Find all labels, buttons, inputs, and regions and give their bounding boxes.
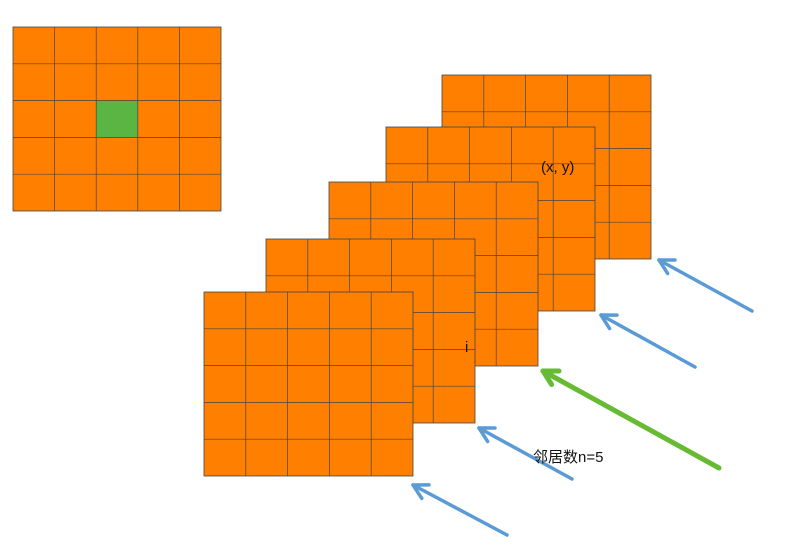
neighbor-count-label: 邻居数n=5 xyxy=(533,449,604,466)
blue-arrow-1 xyxy=(657,258,754,313)
reference-image-grid xyxy=(12,26,222,212)
blue-arrow-4 xyxy=(411,483,509,537)
pixel-coordinate-label: (x, y) xyxy=(541,159,575,176)
highlighted-pixel xyxy=(96,100,138,138)
blue-arrow-2 xyxy=(599,313,697,369)
blue-arrow-3 xyxy=(477,426,574,481)
green-arrow xyxy=(540,368,722,471)
stack-layer-5 xyxy=(203,291,414,477)
layer-index-label: i xyxy=(465,339,469,356)
